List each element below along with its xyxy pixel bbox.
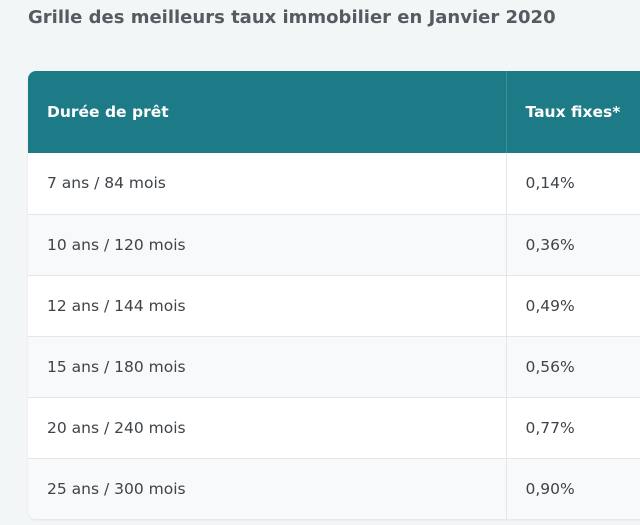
table-row: 20 ans / 240 mois 0,77% [28, 396, 640, 458]
table-row: 25 ans / 300 mois 0,90% [28, 457, 640, 519]
page-title: Grille des meilleurs taux immobilier en … [28, 7, 556, 28]
cell-duration: 25 ans / 300 mois [28, 457, 506, 519]
rates-table: Durée de prêt Taux fixes* 7 ans / 84 moi… [28, 71, 640, 519]
cell-duration: 10 ans / 120 mois [28, 213, 506, 275]
table-row: 7 ans / 84 mois 0,14% [28, 153, 640, 214]
table-row: 12 ans / 144 mois 0,49% [28, 274, 640, 336]
table-row: 15 ans / 180 mois 0,56% [28, 335, 640, 397]
cell-duration: 15 ans / 180 mois [28, 335, 506, 397]
cell-duration: 12 ans / 144 mois [28, 274, 506, 336]
cell-duration: 7 ans / 84 mois [47, 174, 166, 193]
cell-rate: 0,49% [505, 274, 640, 336]
cell-rate: 0,14% [505, 153, 640, 214]
cell-rate: 0,56% [505, 335, 640, 397]
header-fixed-rate: Taux fixes* [505, 71, 640, 153]
cell-duration: 20 ans / 240 mois [28, 396, 506, 458]
rates-table-container: Durée de prêt Taux fixes* 7 ans / 84 moi… [28, 71, 640, 519]
cell-rate: 0,77% [505, 396, 640, 458]
cell-rate: 0,36% [505, 213, 640, 275]
cell-rate: 0,90% [505, 457, 640, 519]
table-row: 10 ans / 120 mois 0,36% [28, 213, 640, 275]
header-duration: Durée de prêt [28, 71, 506, 153]
table-header-row: Durée de prêt Taux fixes* [28, 71, 640, 153]
